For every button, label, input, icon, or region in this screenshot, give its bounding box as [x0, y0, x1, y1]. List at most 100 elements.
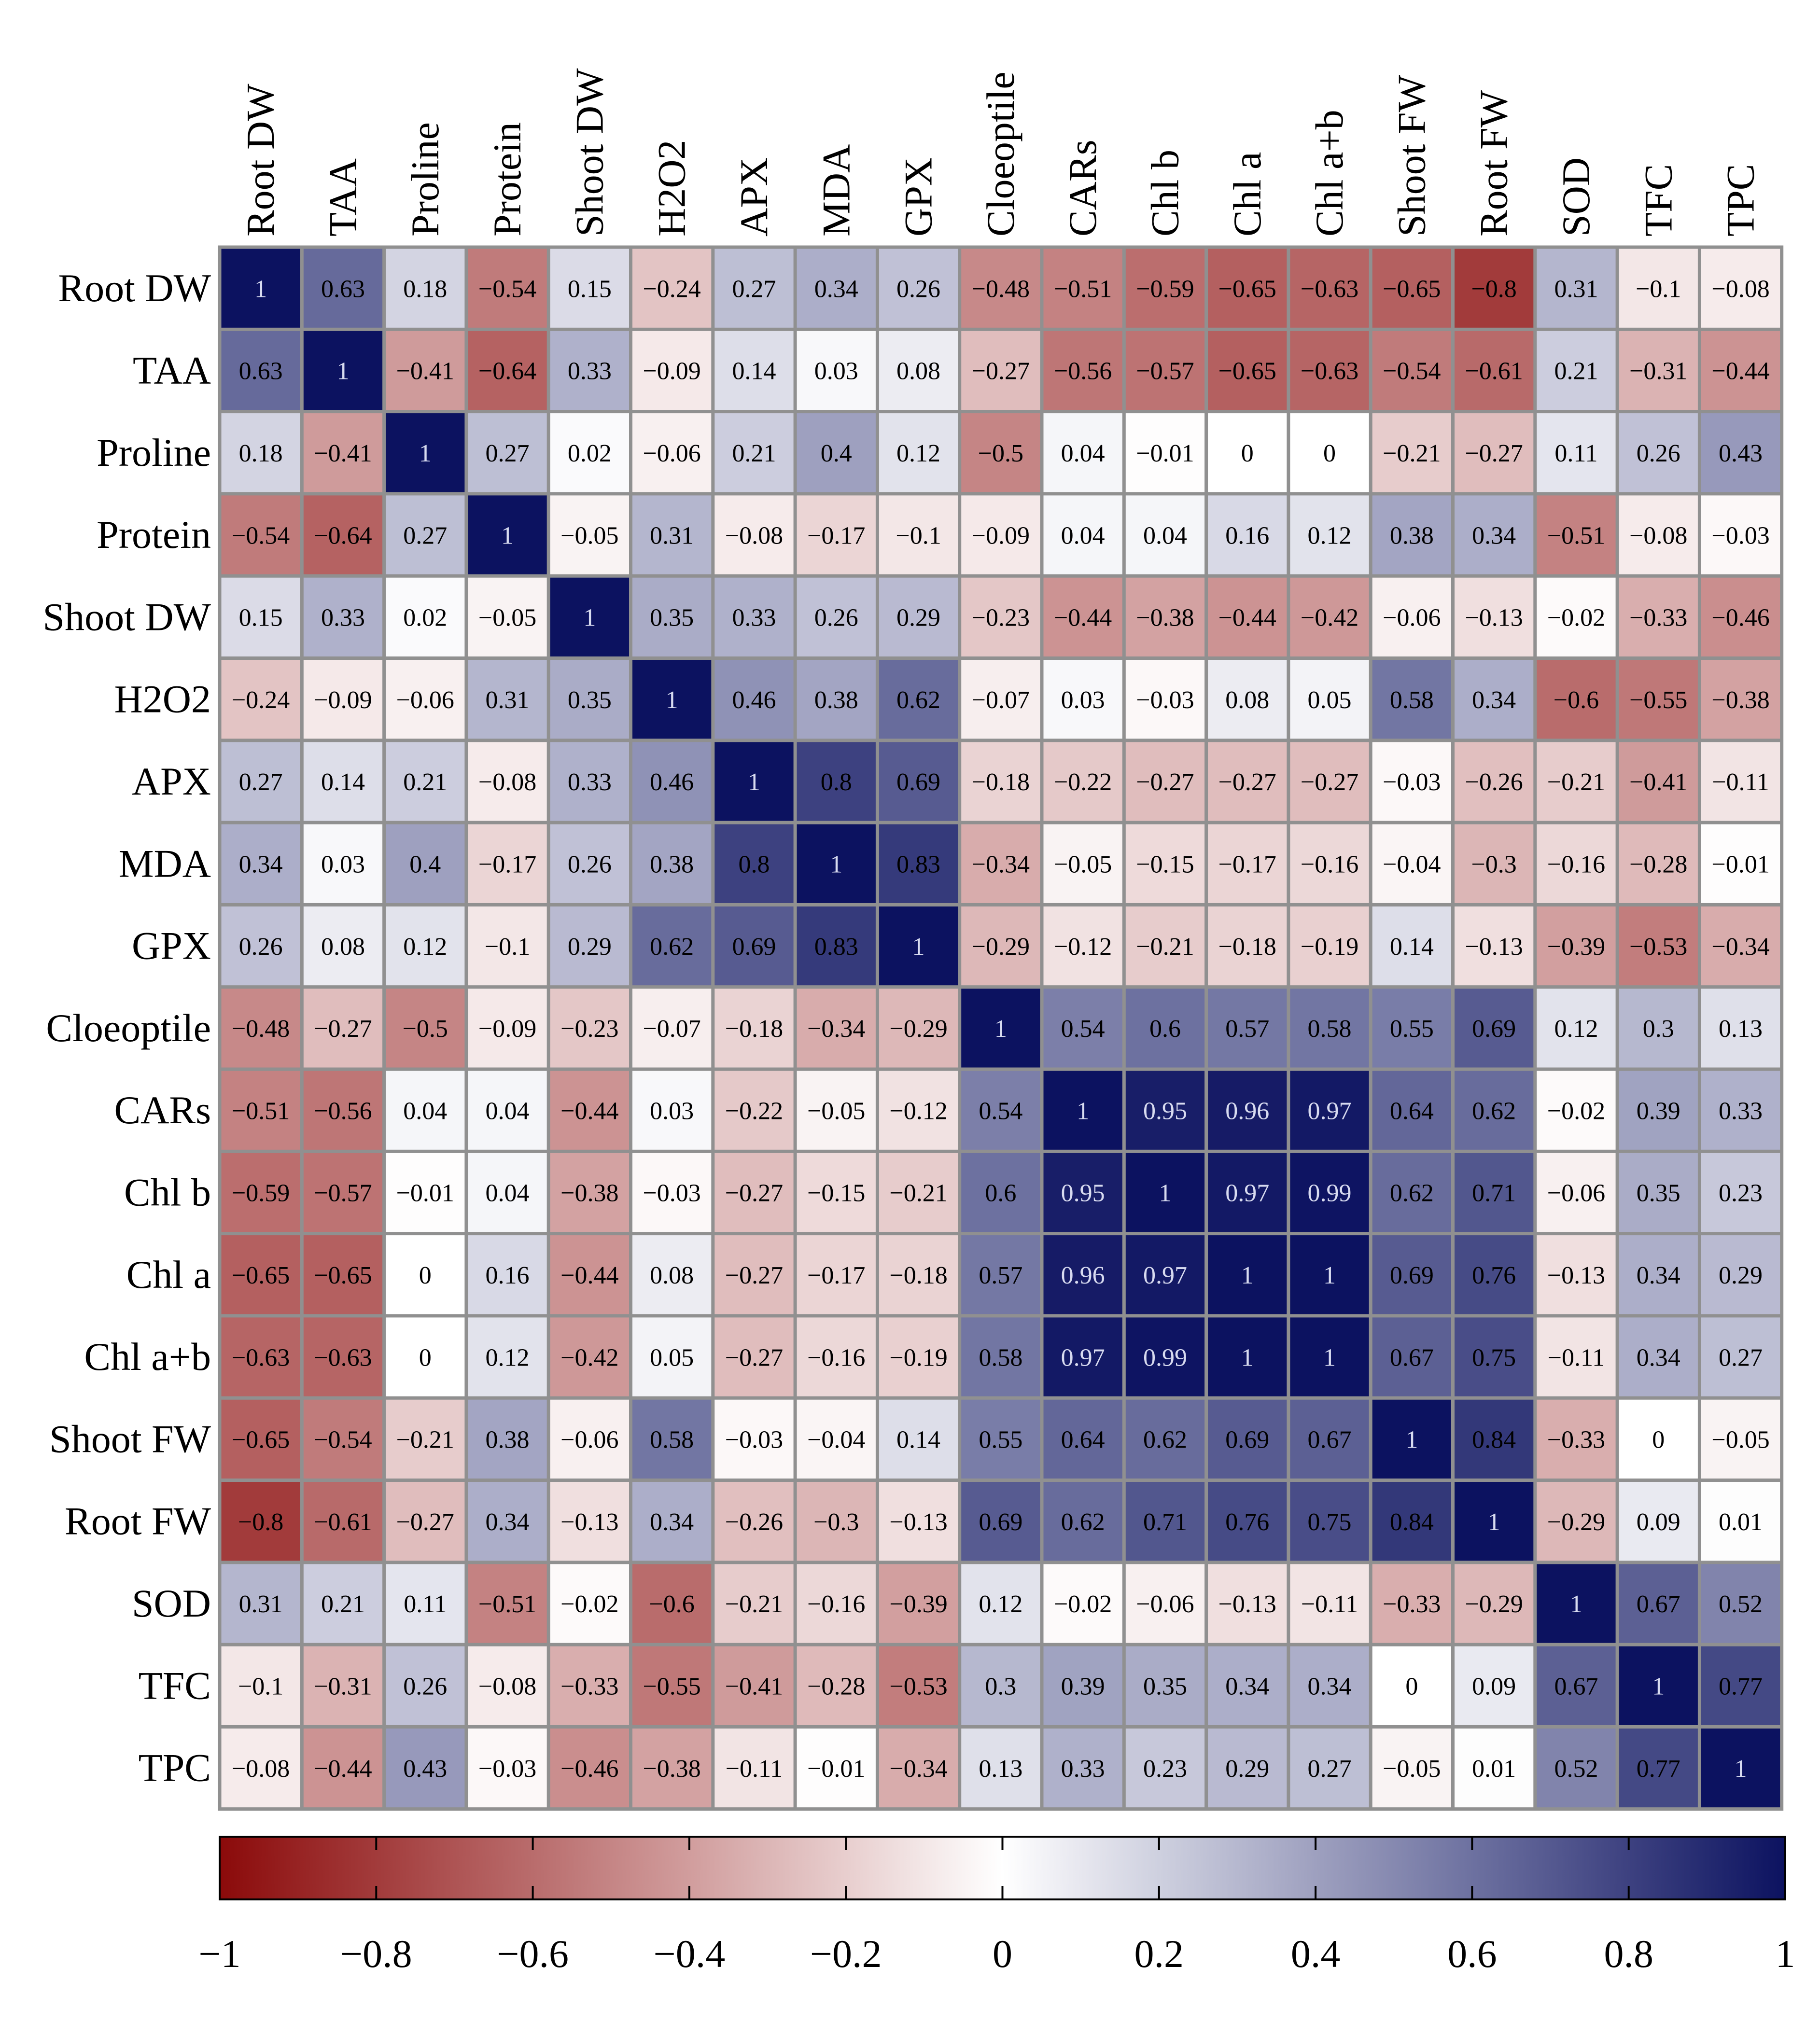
cell-value-label: 0.29 [896, 604, 940, 632]
cell-value-label: 0.15 [568, 275, 612, 303]
cell-value-label: −0.16 [1301, 851, 1358, 878]
heatmap-cell [1619, 824, 1698, 903]
heatmap-cell [1455, 742, 1534, 821]
cell-value-label: 0.39 [1637, 1097, 1680, 1125]
colorbar-tick-label: −0.4 [654, 1932, 726, 1976]
cell-value-label: 0.04 [1061, 440, 1105, 467]
cell-value-label: 0.03 [321, 851, 365, 878]
heatmap-cell [1701, 1564, 1780, 1643]
cell-value-label: −0.06 [1383, 604, 1441, 632]
cell-value-label: 0.46 [650, 768, 694, 796]
heatmap-cell [550, 1399, 629, 1479]
heatmap-cell [550, 660, 629, 739]
cell-value-label: 0.27 [239, 768, 283, 796]
cell-value-label: −0.8 [1471, 275, 1516, 303]
column-label: Protein [485, 122, 529, 237]
cell-value-label: 0 [1323, 440, 1336, 467]
cell-value-label: −0.42 [560, 1344, 618, 1371]
heatmap-cell [1290, 1646, 1369, 1725]
heatmap-cell [550, 577, 629, 656]
row-label: APX [132, 759, 211, 803]
cell-value-label: −0.17 [807, 1262, 865, 1289]
heatmap-cell [1043, 331, 1122, 410]
heatmap-cell [1208, 577, 1287, 656]
cell-value-label: 0.02 [403, 604, 447, 632]
cell-value-label: 0.29 [1225, 1755, 1269, 1783]
heatmap-cell [714, 413, 794, 492]
heatmap-cell [1372, 577, 1451, 656]
cell-value-label: 0.11 [1554, 440, 1597, 467]
heatmap-cell [1372, 1646, 1451, 1725]
cell-value-label: −0.6 [1554, 686, 1599, 714]
heatmap-cell [714, 660, 794, 739]
cell-value-label: −0.08 [478, 1673, 536, 1700]
cell-value-label: −0.13 [889, 1508, 947, 1536]
cell-value-label: −0.5 [978, 440, 1023, 467]
cell-value-label: −0.63 [1301, 358, 1358, 385]
cell-value-label: −0.46 [560, 1755, 618, 1783]
cell-value-label: −0.44 [560, 1097, 618, 1125]
heatmap-cell [1125, 577, 1205, 656]
cell-value-label: 1 [1159, 1180, 1171, 1207]
cell-value-label: 0.29 [1719, 1262, 1763, 1289]
cell-value-label: 0.8 [738, 851, 770, 878]
heatmap-cell [1701, 1728, 1780, 1808]
cell-value-label: 0.62 [896, 686, 940, 714]
cell-value-label: 0.12 [403, 933, 447, 961]
cell-value-label: 0.33 [321, 604, 365, 632]
heatmap-cell [1701, 1071, 1780, 1150]
cell-value-label: 0.26 [896, 275, 940, 303]
heatmap-cell [1701, 495, 1780, 574]
cell-value-label: −0.63 [1301, 275, 1358, 303]
heatmap-cell [632, 331, 712, 410]
heatmap-cell [797, 249, 876, 328]
heatmap-cell [1619, 1728, 1698, 1808]
heatmap-cell [797, 660, 876, 739]
cell-value-label: 1 [1241, 1344, 1254, 1371]
cell-value-label: 0.55 [1390, 1015, 1434, 1043]
heatmap-cell [303, 1235, 383, 1314]
cell-value-label: −0.34 [972, 851, 1030, 878]
heatmap-cell [550, 413, 629, 492]
cell-value-label: 0.27 [732, 275, 776, 303]
heatmap-cell [1537, 742, 1616, 821]
cell-value-label: −0.54 [1383, 358, 1441, 385]
cell-value-label: −0.17 [1218, 851, 1276, 878]
cell-value-label: 0.96 [1225, 1097, 1269, 1125]
heatmap-cell [386, 1153, 465, 1232]
cell-value-label: 0 [419, 1262, 432, 1289]
heatmap-cell [714, 1728, 794, 1808]
heatmap-cell [1455, 660, 1534, 739]
cell-value-label: −0.04 [807, 1426, 865, 1454]
heatmap-cell [468, 577, 547, 656]
cell-value-label: −0.23 [972, 604, 1030, 632]
heatmap-cell [961, 660, 1040, 739]
cell-value-label: 0.96 [1061, 1262, 1105, 1289]
heatmap-cell [1125, 1728, 1205, 1808]
heatmap-cell [1372, 495, 1451, 574]
heatmap-cell [1290, 1317, 1369, 1396]
heatmap-cell [632, 413, 712, 492]
heatmap-cell [550, 1564, 629, 1643]
cell-value-label: 0.84 [1390, 1508, 1434, 1536]
heatmap-cell [1290, 906, 1369, 986]
heatmap-cell [221, 1317, 300, 1396]
heatmap-cell [1455, 1564, 1534, 1643]
heatmap-cell [1208, 1646, 1287, 1725]
heatmap-cell [879, 660, 958, 739]
heatmap-cell [632, 660, 712, 739]
cell-value-label: −0.51 [1054, 275, 1112, 303]
heatmap-cell [1125, 1646, 1205, 1725]
heatmap-cell [1043, 989, 1122, 1068]
heatmap-cell [1208, 1564, 1287, 1643]
cell-value-label: 0.34 [1637, 1344, 1680, 1371]
cell-value-label: 0.43 [1719, 440, 1763, 467]
cell-value-label: 0.64 [1061, 1426, 1105, 1454]
cell-value-label: 0.09 [1472, 1673, 1516, 1700]
cell-value-label: 0 [1652, 1426, 1665, 1454]
cell-value-label: −0.01 [396, 1180, 454, 1207]
cell-value-label: 0.18 [403, 275, 447, 303]
cell-value-label: −0.13 [560, 1508, 618, 1536]
heatmap-cell [468, 1071, 547, 1150]
heatmap-cell [1537, 1399, 1616, 1479]
